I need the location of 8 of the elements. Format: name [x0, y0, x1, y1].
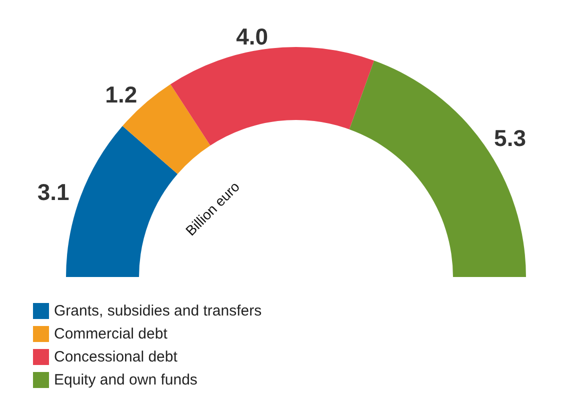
- legend-label: Commercial debt: [54, 326, 168, 342]
- legend-label: Equity and own funds: [54, 372, 198, 388]
- legend-label: Concessional debt: [54, 348, 178, 366]
- data-label: 3.1: [37, 179, 70, 206]
- data-label: 5.3: [494, 124, 526, 151]
- data-label: 4.0: [236, 24, 268, 50]
- legend-label: Grants, subsidies and transfers: [54, 302, 262, 320]
- data-label: 1.2: [105, 81, 138, 108]
